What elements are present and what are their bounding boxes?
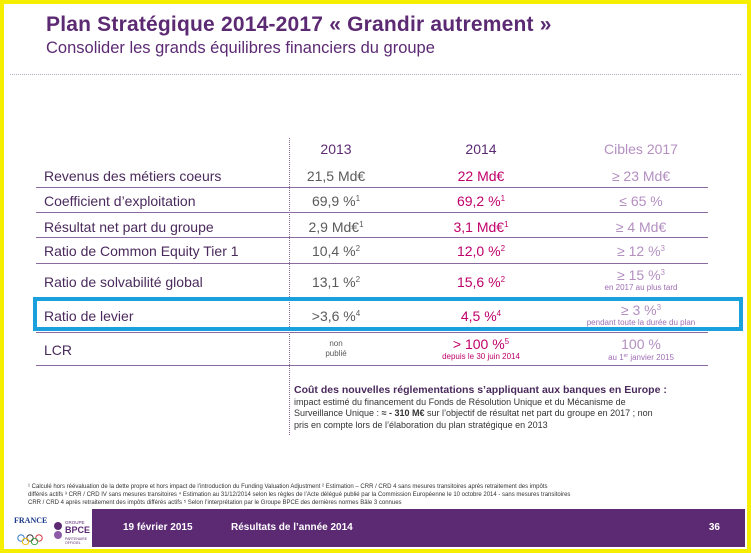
target-note: pendant toute la durée du plan — [586, 318, 696, 327]
note-line: Surveillance Unique : ≈ - 310 M€ sur l’o… — [294, 408, 653, 418]
table-row: LCR non publié > 100 %5 depuis le 30 juin … — [36, 333, 708, 366]
row-label: Revenus des métiers coeurs — [44, 168, 222, 184]
value-2013: 69,9 %1 — [311, 193, 361, 209]
table-row-leverage: Ratio de levier >3,6 %4 4,5 %4 ≥ 3 %3 pen… — [36, 299, 708, 333]
footer-section: Résultats de l’année 2014 — [231, 522, 353, 533]
target-note: en 2017 au plus tard — [604, 283, 678, 292]
value-target: 100 % au 1er janvier 2015 — [566, 336, 716, 362]
note-lead: Coût des nouvelles réglementations s’app… — [294, 384, 667, 396]
value-2014: 22 Md€ — [457, 168, 505, 184]
footer-date: 19 février 2015 — [123, 522, 193, 533]
value-2014: 15,6 %2 — [456, 274, 506, 290]
value-2013: 13,1 %2 — [311, 274, 361, 290]
note-line: pris en compte lors de l’élaboration du … — [294, 419, 548, 430]
table-row: Ratio de solvabilité global 13,1 %2 15,6… — [36, 264, 708, 299]
value-target: ≥ 12 %3 — [617, 243, 665, 259]
table-row: Ratio de Common Equity Tier 1 10,4 %2 12… — [36, 238, 708, 264]
value-target: ≥ 4 Md€ — [615, 219, 667, 235]
target-note: au 1er janvier 2015 — [608, 353, 674, 362]
footer-bar: 19 février 2015 Résultats de l’année 201… — [92, 509, 745, 547]
row-label: Ratio de levier — [44, 308, 134, 324]
value-note: depuis le 30 juin 2014 — [442, 352, 520, 361]
footnotes: ¹ Calculé hors réévaluation de la dette … — [28, 484, 571, 506]
value-target: ≥ 23 Md€ — [611, 168, 671, 184]
slide-title: Plan Stratégique 2014-2017 « Grandir aut… — [46, 13, 552, 36]
column-separator — [289, 138, 290, 435]
slide-subtitle: Consolider les grands équilibres financi… — [46, 39, 435, 57]
note-line: impact estimé du financement du Fonds de… — [294, 396, 626, 407]
france-olympic-logo: FRANCE — [14, 516, 47, 546]
row-label: Ratio de Common Equity Tier 1 — [44, 243, 239, 259]
value-2013: 2,9 Md€1 — [308, 219, 364, 235]
table-row: Revenus des métiers coeurs 21,5 Md€ 22 M… — [36, 162, 708, 188]
row-label: Résultat net part du groupe — [44, 219, 214, 235]
row-label: Ratio de solvabilité global — [44, 274, 203, 290]
table-row: Résultat net part du groupe 2,9 Md€1 3,1… — [36, 213, 708, 238]
row-label: Coefficient d’exploitation — [44, 193, 196, 209]
value-2013: 21,5 Md€ — [306, 168, 366, 184]
value-2014: > 100 %5 depuis le 30 juin 2014 — [411, 336, 551, 361]
value-target: ≤ 65 % — [619, 193, 663, 209]
highlight-box — [33, 297, 743, 331]
title-divider — [10, 74, 741, 75]
value-2014: 3,1 Md€1 — [453, 219, 509, 235]
column-header-2013: 2013 — [320, 141, 352, 157]
column-header-targets-2017: Cibles 2017 — [604, 141, 678, 157]
value-target: ≥ 3 %3 pendant toute la durée du plan — [566, 302, 716, 327]
table-row: Coefficient d’exploitation 69,9 %1 69,2 … — [36, 188, 708, 213]
value-2013: non publié — [325, 339, 347, 358]
page-number: 36 — [708, 522, 720, 533]
regulation-note: Coût des nouvelles réglementations s’app… — [294, 384, 734, 431]
column-header-2014: 2014 — [465, 141, 497, 157]
value-2013: >3,6 %4 — [311, 308, 361, 324]
bpce-mark-icon — [54, 522, 62, 539]
row-label: LCR — [44, 342, 73, 358]
value-target: ≥ 15 %3 en 2017 au plus tard — [566, 267, 716, 292]
value-2014: 69,2 %1 — [456, 193, 506, 209]
olympic-rings-icon — [17, 534, 43, 546]
value-2014: 12,0 %2 — [456, 243, 506, 259]
logos: FRANCE GROUPE BPCE PARTENAIRE OFFICIEL — [14, 514, 94, 548]
bpce-logo: GROUPE BPCE PARTENAIRE OFFICIEL — [52, 516, 96, 546]
value-2013: 10,4 %2 — [311, 243, 361, 259]
value-2014: 4,5 %4 — [460, 308, 502, 324]
